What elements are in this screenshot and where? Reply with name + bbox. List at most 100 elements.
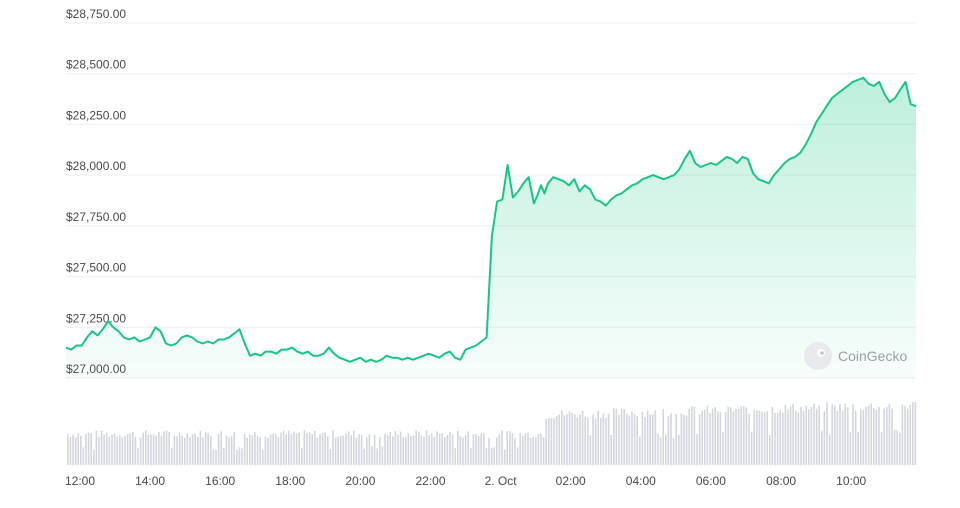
volume-bar [267, 437, 269, 465]
volume-bar [334, 437, 337, 465]
volume-bar [631, 411, 633, 465]
volume-bar [805, 405, 807, 465]
volume-bar [87, 432, 90, 465]
volume-bar [124, 436, 126, 465]
price-series-line [65, 76, 917, 363]
volume-bar [722, 432, 724, 465]
volume-bar [737, 409, 740, 465]
volume-bar [548, 418, 550, 465]
volume-bar [854, 410, 857, 465]
volume-bar [782, 412, 784, 465]
volume-bar [163, 431, 165, 465]
volume-bar [459, 436, 462, 465]
volume-bar [100, 430, 103, 465]
volume-bar [386, 435, 389, 465]
volume-bar [594, 418, 597, 465]
volume-bar [410, 435, 412, 465]
price-area [66, 77, 916, 379]
volume-bar [298, 432, 300, 465]
volume-bar [563, 415, 566, 465]
volume-bar [553, 418, 555, 465]
x-axis-labels: 12:00 14:00 16:00 18:00 20:00 22:00 2. Oct 02:0… [65, 474, 867, 488]
volume-bar [613, 408, 615, 465]
volume-bar [732, 411, 735, 465]
volume-bar [90, 433, 92, 465]
volume-bar [480, 433, 482, 465]
volume-bar [444, 437, 446, 465]
volume-bar [867, 405, 870, 465]
volume-bar [886, 407, 888, 465]
volume-bar [704, 409, 706, 465]
volume-bar [243, 434, 246, 465]
volume-bar [314, 430, 316, 465]
volume-bar [784, 405, 787, 465]
volume-bar [665, 434, 667, 465]
volume-bar [550, 418, 553, 465]
volume-bar [618, 414, 620, 465]
volume-bar [399, 431, 402, 465]
volume-bar [69, 437, 72, 465]
volume-bar [285, 434, 287, 465]
volume-bar [288, 430, 290, 465]
volume-bar [345, 433, 347, 465]
volume-bar [672, 438, 675, 465]
volume-bar [818, 405, 820, 465]
volume-bar [202, 437, 204, 465]
volume-bar [350, 435, 352, 465]
volume-bar [329, 448, 332, 465]
volume-bar [709, 413, 711, 465]
volume-bar [514, 437, 516, 465]
volume-bar [537, 434, 540, 465]
x-tick-label: 20:00 [345, 474, 375, 488]
volume-bar [787, 409, 789, 465]
volume-bar [223, 448, 225, 465]
volume-bar [446, 435, 449, 465]
volume-bar [511, 433, 514, 465]
volume-bar [264, 436, 267, 465]
volume-bar [574, 414, 576, 465]
volume-bar [852, 404, 854, 465]
volume-bar [821, 430, 823, 465]
volume-bar [566, 414, 568, 465]
volume-bar [719, 412, 722, 465]
volume-bar [355, 437, 358, 465]
volume-bar [366, 437, 368, 465]
volume-bar [407, 433, 410, 465]
volume-bar [714, 407, 716, 465]
volume-bar [301, 448, 303, 465]
volume-bar [789, 406, 792, 465]
volume-bar [587, 417, 589, 465]
volume-bar [888, 404, 891, 465]
volume-bar [561, 410, 563, 465]
volume-bar [119, 435, 121, 465]
volume-bar [423, 436, 425, 465]
volume-bar [893, 429, 896, 465]
volume-bar [571, 412, 573, 465]
volume-bar [763, 412, 766, 465]
volume-bar [103, 434, 105, 465]
volume-bar [277, 437, 280, 465]
volume-bar [210, 436, 212, 465]
volume-bar [685, 415, 688, 465]
volume-bar [132, 431, 134, 465]
volume-bar [880, 432, 883, 465]
x-tick-label: 02:00 [556, 474, 586, 488]
volume-bar [220, 431, 222, 465]
volume-bar [316, 437, 319, 465]
volume-bar [675, 413, 677, 465]
volume-bar [662, 409, 664, 465]
volume-bar [743, 406, 745, 465]
volume-bar [711, 408, 714, 465]
x-tick-label: 2. Oct [485, 474, 518, 488]
volume-bar [181, 435, 183, 465]
volume-bar [545, 418, 547, 465]
volume-bar [199, 430, 202, 465]
volume-bar [899, 432, 901, 465]
volume-bar [230, 436, 233, 465]
volume-bar [841, 410, 844, 465]
volume-bar [358, 434, 360, 465]
volume-bar [519, 433, 521, 465]
volume-bar [256, 435, 259, 465]
volume-bar [293, 431, 295, 465]
volume-bar [152, 434, 155, 465]
